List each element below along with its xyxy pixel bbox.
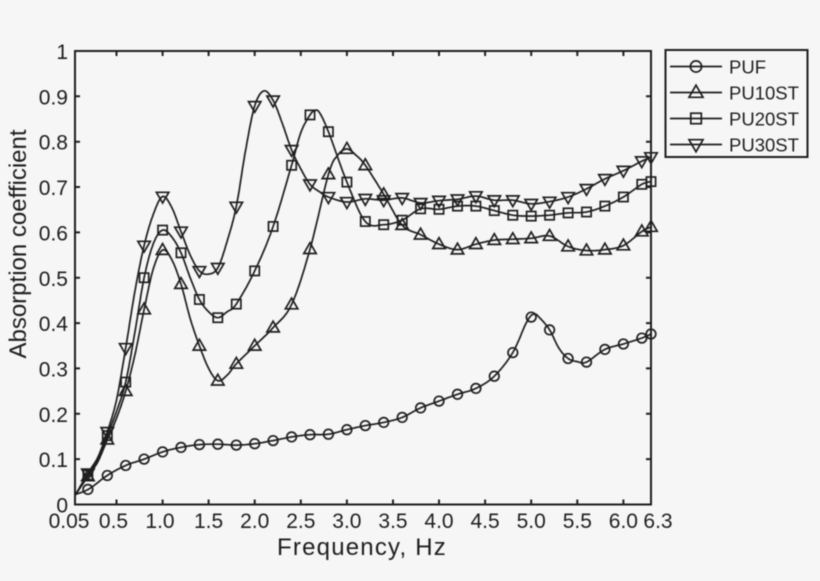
svg-text:PUF: PUF: [729, 56, 766, 77]
svg-text:0.5: 0.5: [39, 268, 68, 291]
svg-text:0.05: 0.05: [49, 510, 90, 533]
svg-text:Absorption coefficient: Absorption coefficient: [5, 129, 32, 358]
svg-text:0.8: 0.8: [39, 132, 68, 155]
svg-text:4.0: 4.0: [424, 510, 453, 533]
svg-text:0.3: 0.3: [39, 358, 68, 381]
svg-text:6.3: 6.3: [643, 510, 672, 533]
svg-text:3.5: 3.5: [378, 510, 407, 533]
svg-text:PU10ST: PU10ST: [729, 82, 799, 103]
svg-text:0.4: 0.4: [39, 313, 69, 336]
svg-text:5.5: 5.5: [563, 510, 592, 533]
svg-text:0.1: 0.1: [39, 449, 68, 472]
svg-text:PU30ST: PU30ST: [729, 134, 799, 155]
svg-text:Frequency, Hz: Frequency, Hz: [277, 534, 447, 561]
svg-text:6.0: 6.0: [609, 510, 638, 533]
svg-text:0.9: 0.9: [39, 86, 68, 109]
svg-text:0.7: 0.7: [39, 177, 68, 200]
svg-text:2.0: 2.0: [240, 510, 269, 533]
svg-text:0.2: 0.2: [39, 404, 68, 427]
svg-text:0.5: 0.5: [99, 510, 128, 533]
svg-text:0.6: 0.6: [39, 222, 68, 245]
svg-text:2.5: 2.5: [286, 510, 315, 533]
svg-text:3.0: 3.0: [332, 510, 361, 533]
svg-text:1.5: 1.5: [194, 510, 223, 533]
svg-text:5.0: 5.0: [517, 510, 546, 533]
svg-text:PU20ST: PU20ST: [729, 108, 799, 129]
svg-text:0: 0: [56, 495, 68, 518]
svg-text:1.0: 1.0: [145, 510, 174, 533]
svg-text:1: 1: [56, 41, 68, 64]
svg-text:4.5: 4.5: [470, 510, 499, 533]
